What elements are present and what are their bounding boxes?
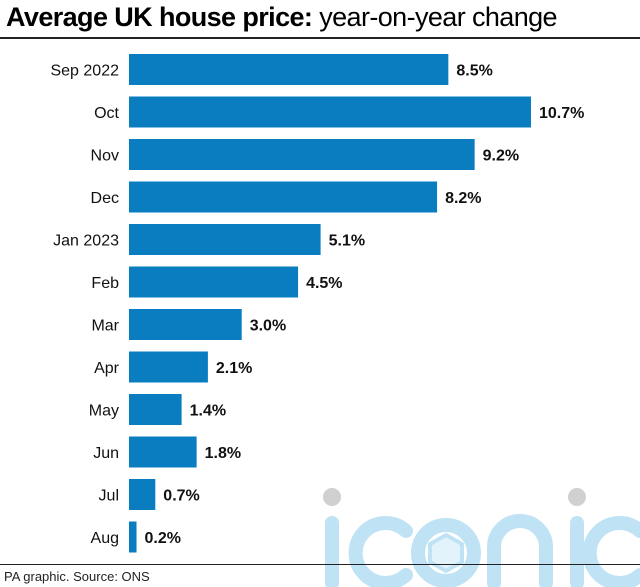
data-label: 8.5% [456,63,492,80]
bar [129,181,438,213]
watermark-dot-right [568,488,586,506]
bar [129,139,475,170]
data-label: 1.8% [205,445,241,462]
bar [129,309,242,340]
category-label: Nov [91,148,119,165]
iconic-watermark-logo [323,488,640,587]
data-label: 3.0% [250,318,286,335]
watermark-dot-left [323,488,341,506]
chart-title-bold: Average UK house price: [6,2,313,32]
category-label: Feb [91,275,119,292]
data-label: 1.4% [190,403,226,420]
chart-title-light: year-on-year change [319,2,557,32]
category-label: May [89,403,119,420]
category-label: Sep 2022 [50,63,119,80]
data-label: 8.2% [445,190,481,207]
category-label: Jul [99,488,119,505]
bar [129,521,137,553]
bar-chart: Sep 2022 8.5% Oct 10.7% Nov 9.2% Dec 8.2% Jan 20… [50,54,584,553]
data-label: 0.2% [145,530,181,547]
source-credit: PA graphic. Source: ONS [4,569,150,584]
data-label: 10.7% [539,105,584,122]
chart-title: Average UK house price: year-on-year cha… [6,2,558,33]
category-label: Jun [93,445,119,462]
category-label: Oct [94,105,119,122]
data-label: 0.7% [163,488,199,505]
data-label: 5.1% [329,233,365,250]
data-label: 4.5% [306,275,342,292]
data-label: 9.2% [483,148,519,165]
bar [129,54,449,85]
bar [129,96,531,128]
footer-divider [0,564,640,565]
bar [129,436,197,468]
bar [129,224,321,255]
category-label: Aug [91,530,119,547]
category-label: Jan 2023 [53,233,119,250]
category-label: Apr [94,360,120,377]
category-label: Dec [91,190,119,207]
bar [129,351,208,383]
bar [129,479,156,510]
bar [129,266,299,298]
bar [129,394,182,425]
data-label: 2.1% [216,360,252,377]
title-divider [0,37,640,39]
category-label: Mar [91,318,119,335]
